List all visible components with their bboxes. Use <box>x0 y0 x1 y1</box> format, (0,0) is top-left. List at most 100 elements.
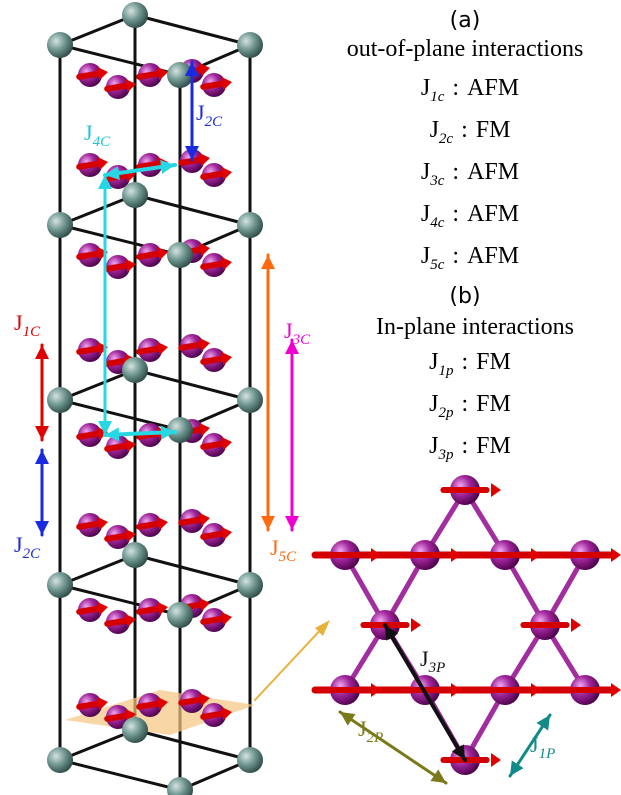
panel-label: (a) <box>450 8 481 33</box>
interaction-label: J2C <box>196 100 223 130</box>
spin-shaft <box>79 163 101 167</box>
subscript: 1P <box>539 746 556 762</box>
arrow-head <box>285 516 299 530</box>
spin-shaft <box>181 699 203 703</box>
arrow-head <box>35 521 49 535</box>
interaction-label: J3P <box>420 646 445 676</box>
panel-title: In-plane interactions <box>376 314 574 340</box>
spin-shaft <box>203 713 225 717</box>
subscript: 5c <box>430 257 445 273</box>
spin-head <box>411 618 421 632</box>
edge <box>135 195 250 225</box>
interaction-label: J2C <box>14 532 41 562</box>
separator: : <box>461 117 468 143</box>
interaction-label: J2c:FM <box>430 117 511 147</box>
spin-shaft <box>107 445 129 449</box>
subscript: 2P <box>367 730 384 746</box>
arrow-head <box>261 255 275 269</box>
arrow-head <box>35 450 49 464</box>
spin-head <box>371 548 381 562</box>
atom <box>167 417 193 443</box>
interaction-arrow <box>340 712 446 783</box>
atom <box>237 212 263 238</box>
separator: : <box>461 391 468 417</box>
spin-shaft <box>181 344 203 348</box>
spin-shaft <box>107 715 129 719</box>
figure: (a)out-of-plane interactionsJ1c:AFMJ2c:F… <box>0 0 621 795</box>
spin-shaft <box>139 608 161 612</box>
symbol: J <box>429 433 438 459</box>
subscript: 3C <box>292 332 312 348</box>
panel-label: (b) <box>449 284 480 309</box>
arrow-head <box>261 516 275 530</box>
spin-shaft <box>107 620 129 624</box>
separator: : <box>452 159 459 185</box>
spin-shaft <box>139 523 161 527</box>
arrow-head <box>35 345 49 359</box>
spin-head <box>371 683 381 697</box>
spin-shaft <box>203 443 225 447</box>
atom <box>122 357 148 383</box>
type: FM <box>476 433 511 459</box>
spin-shaft <box>139 253 161 257</box>
atom <box>47 387 73 413</box>
spin-head <box>451 683 461 697</box>
separator: : <box>452 243 459 269</box>
atom <box>122 717 148 743</box>
spin-shaft <box>107 535 129 539</box>
symbol: J <box>429 349 438 375</box>
atom <box>122 2 148 28</box>
type: AFM <box>467 201 519 227</box>
symbol: J <box>421 201 430 227</box>
arrow-head <box>510 760 524 776</box>
atom <box>167 602 193 628</box>
subscript: 4c <box>430 215 445 231</box>
panel-title: out-of-plane interactions <box>347 36 584 62</box>
type: AFM <box>467 75 519 101</box>
structure <box>35 2 621 795</box>
symbol: J <box>429 391 438 417</box>
spin-shaft <box>79 523 101 527</box>
subscript: 1c <box>430 89 445 105</box>
subscript: 1C <box>23 324 42 340</box>
atom <box>237 747 263 773</box>
interaction-label: J2p:FM <box>429 391 511 421</box>
interaction-label: J4c: AFM <box>421 201 519 231</box>
subscript: 4C <box>93 134 112 150</box>
spin-head <box>611 548 621 562</box>
type: AFM <box>467 243 519 269</box>
spin-shaft <box>139 703 161 707</box>
spin-shaft <box>79 348 101 352</box>
edge <box>135 370 250 400</box>
symbol: J <box>421 243 430 269</box>
spin-shaft <box>107 85 129 89</box>
interaction-label: J3C <box>284 318 311 348</box>
spin-head <box>571 618 581 632</box>
spin-shaft <box>139 348 161 352</box>
subscript: 2C <box>205 114 224 130</box>
interaction-label: J2P <box>358 716 383 746</box>
spin-shaft <box>79 703 101 707</box>
symbol: J <box>421 159 430 185</box>
spin-shaft <box>203 263 225 267</box>
spin-head <box>611 683 621 697</box>
spin-shaft <box>79 253 101 257</box>
spin-shaft <box>181 519 203 523</box>
spin-shaft <box>107 265 129 269</box>
arrow-head <box>430 769 446 783</box>
separator: : <box>452 75 459 101</box>
type: FM <box>476 391 511 417</box>
separator: : <box>461 349 468 375</box>
spin-head <box>451 548 461 562</box>
symbol: J <box>421 75 430 101</box>
atom <box>122 182 148 208</box>
atom <box>237 572 263 598</box>
arrow-head <box>340 712 356 726</box>
separator: : <box>452 201 459 227</box>
interaction-label: J1P <box>530 732 555 762</box>
interaction-label: J1p:FM <box>429 349 511 379</box>
interaction-label: J1C <box>14 310 41 340</box>
type: FM <box>476 349 511 375</box>
spin-head <box>531 683 541 697</box>
atom <box>237 32 263 58</box>
